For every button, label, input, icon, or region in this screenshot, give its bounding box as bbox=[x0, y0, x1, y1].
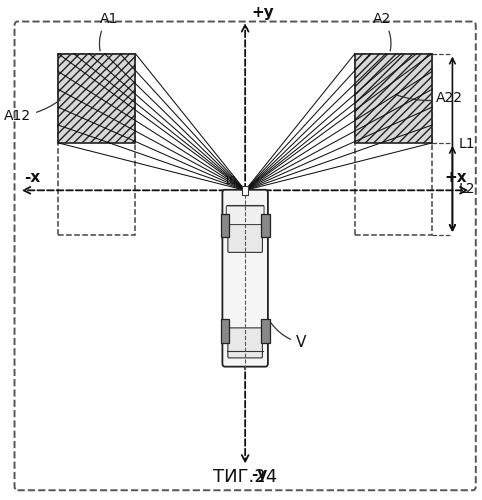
Bar bbox=[261, 214, 269, 238]
Text: +y: +y bbox=[251, 5, 274, 20]
FancyBboxPatch shape bbox=[228, 222, 262, 252]
Text: A12: A12 bbox=[4, 100, 60, 123]
Text: +x: +x bbox=[444, 170, 467, 184]
Bar bbox=[221, 319, 229, 343]
Text: L1: L1 bbox=[458, 138, 475, 151]
FancyBboxPatch shape bbox=[228, 328, 262, 358]
Text: L2: L2 bbox=[458, 182, 475, 196]
Text: V: V bbox=[271, 323, 307, 350]
FancyBboxPatch shape bbox=[222, 190, 268, 366]
Text: -y: -y bbox=[251, 466, 268, 481]
Bar bbox=[58, 54, 135, 143]
Bar bbox=[242, 186, 248, 194]
Text: A1: A1 bbox=[99, 12, 118, 51]
Text: A22: A22 bbox=[396, 92, 463, 106]
Text: -x: -x bbox=[24, 170, 40, 184]
FancyBboxPatch shape bbox=[226, 206, 264, 225]
Bar bbox=[58, 54, 135, 235]
Text: A2: A2 bbox=[373, 12, 391, 51]
Text: ΤИГ.24: ΤИГ.24 bbox=[213, 468, 277, 486]
Bar bbox=[261, 319, 269, 343]
Text: 10: 10 bbox=[224, 176, 237, 186]
Bar bbox=[355, 54, 432, 235]
Bar bbox=[355, 54, 432, 143]
Bar bbox=[221, 214, 229, 238]
